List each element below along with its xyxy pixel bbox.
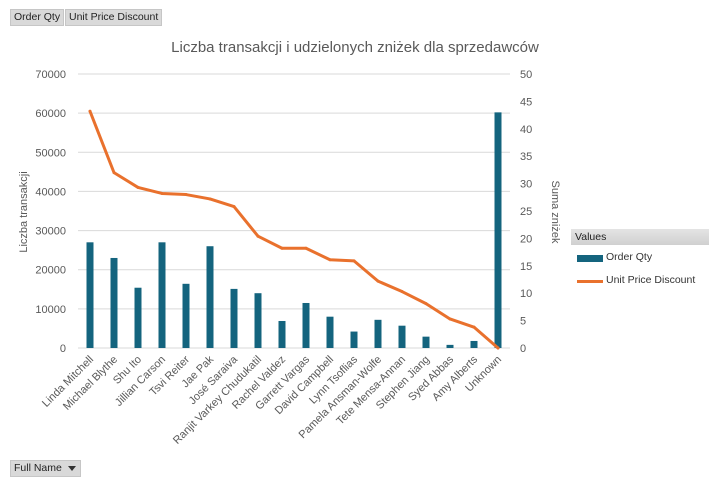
discount-line[interactable] (88, 109, 500, 350)
discount-series-line[interactable] (88, 109, 500, 350)
bar-9[interactable] (278, 320, 286, 348)
bar-7[interactable] (230, 288, 238, 348)
bar-16[interactable] (446, 344, 454, 348)
bars[interactable] (86, 112, 502, 348)
line-swatch-icon (577, 280, 603, 283)
bar-1[interactable] (86, 242, 94, 348)
legend-label: Order Qty (606, 251, 653, 263)
y-tick-label: 10000 (35, 304, 66, 316)
bar-14[interactable] (398, 325, 406, 348)
discount-point-14[interactable] (400, 290, 404, 294)
y-tick-label: 30000 (35, 226, 66, 238)
y2-tick-label: 15 (520, 261, 532, 273)
bar-12[interactable] (350, 331, 358, 348)
y2-tick-label: 5 (520, 316, 526, 328)
y-tick-label: 20000 (35, 265, 66, 277)
dropdown-arrow-icon (67, 466, 76, 471)
bar-8[interactable] (254, 293, 262, 348)
discount-point-13[interactable] (376, 279, 380, 283)
y2-tick-label: 30 (520, 179, 532, 191)
legend-header[interactable]: Values (571, 229, 709, 245)
y-tick-label: 70000 (35, 69, 66, 81)
discount-point-10[interactable] (304, 246, 308, 250)
discount-point-9[interactable] (280, 246, 284, 250)
bar-11[interactable] (326, 316, 334, 348)
y2-tick-label: 35 (520, 151, 532, 163)
order-qty-field-button[interactable]: Order Qty (10, 9, 65, 26)
discount-point-5[interactable] (184, 193, 188, 197)
discount-point-15[interactable] (424, 302, 428, 306)
y-tick-label: 40000 (35, 186, 66, 198)
discount-point-18[interactable] (496, 346, 500, 350)
full-name-filter-button[interactable]: Full Name (10, 460, 81, 477)
bar-15[interactable] (422, 336, 430, 348)
axes: 0 10000 20000 30000 40000 50000 60000 70000 0 5 10… (35, 69, 532, 447)
discount-point-4[interactable] (160, 191, 164, 195)
y-tick-label: 50000 (35, 147, 66, 159)
bar-4[interactable] (158, 242, 166, 348)
unit-price-discount-field-button[interactable]: Unit Price Discount (65, 9, 163, 26)
discount-point-12[interactable] (352, 259, 356, 263)
y-tick-label: 0 (60, 343, 66, 355)
gridlines (78, 73, 510, 349)
y-axis-title: Liczba transakcji (18, 171, 30, 252)
discount-point-11[interactable] (328, 258, 332, 262)
discount-point-17[interactable] (472, 325, 476, 329)
discount-point-8[interactable] (256, 234, 260, 238)
legend-item-unit-price-discount[interactable]: Unit Price Discount (571, 271, 709, 291)
discount-point-7[interactable] (232, 205, 236, 209)
legend-item-order-qty[interactable]: Order Qty (571, 248, 709, 268)
bar-3[interactable] (134, 287, 142, 348)
y-tick-label: 60000 (35, 108, 66, 120)
y2-tick-label: 10 (520, 288, 532, 300)
y2-tick-label: 45 (520, 96, 532, 108)
y2-tick-label: 25 (520, 206, 532, 218)
chart-title: Liczba transakcji i udzielonych zniżek d… (171, 39, 539, 56)
discount-point-16[interactable] (448, 317, 452, 321)
y2-tick-label: 50 (520, 69, 532, 81)
legend-label: Unit Price Discount (606, 274, 696, 286)
bar-6[interactable] (206, 246, 214, 348)
full-name-label: Full Name (14, 462, 62, 474)
bar-10[interactable] (302, 302, 310, 348)
y2-tick-label: 20 (520, 233, 532, 245)
legend: Values Order Qty Unit Price Discount (571, 229, 709, 291)
y2-tick-label: 0 (520, 343, 526, 355)
bar-18[interactable] (494, 112, 502, 348)
discount-point-3[interactable] (136, 185, 140, 189)
bar-5[interactable] (182, 283, 190, 348)
bar-swatch-icon (577, 255, 603, 262)
y2-tick-label: 40 (520, 124, 532, 136)
bar-17[interactable] (470, 340, 478, 348)
y2-axis-title: Suma zniżek (549, 181, 561, 244)
discount-point-2[interactable] (112, 171, 116, 175)
discount-point-1[interactable] (88, 109, 92, 113)
bar-2[interactable] (110, 257, 118, 348)
bar-13[interactable] (374, 319, 382, 348)
discount-point-6[interactable] (208, 197, 212, 201)
